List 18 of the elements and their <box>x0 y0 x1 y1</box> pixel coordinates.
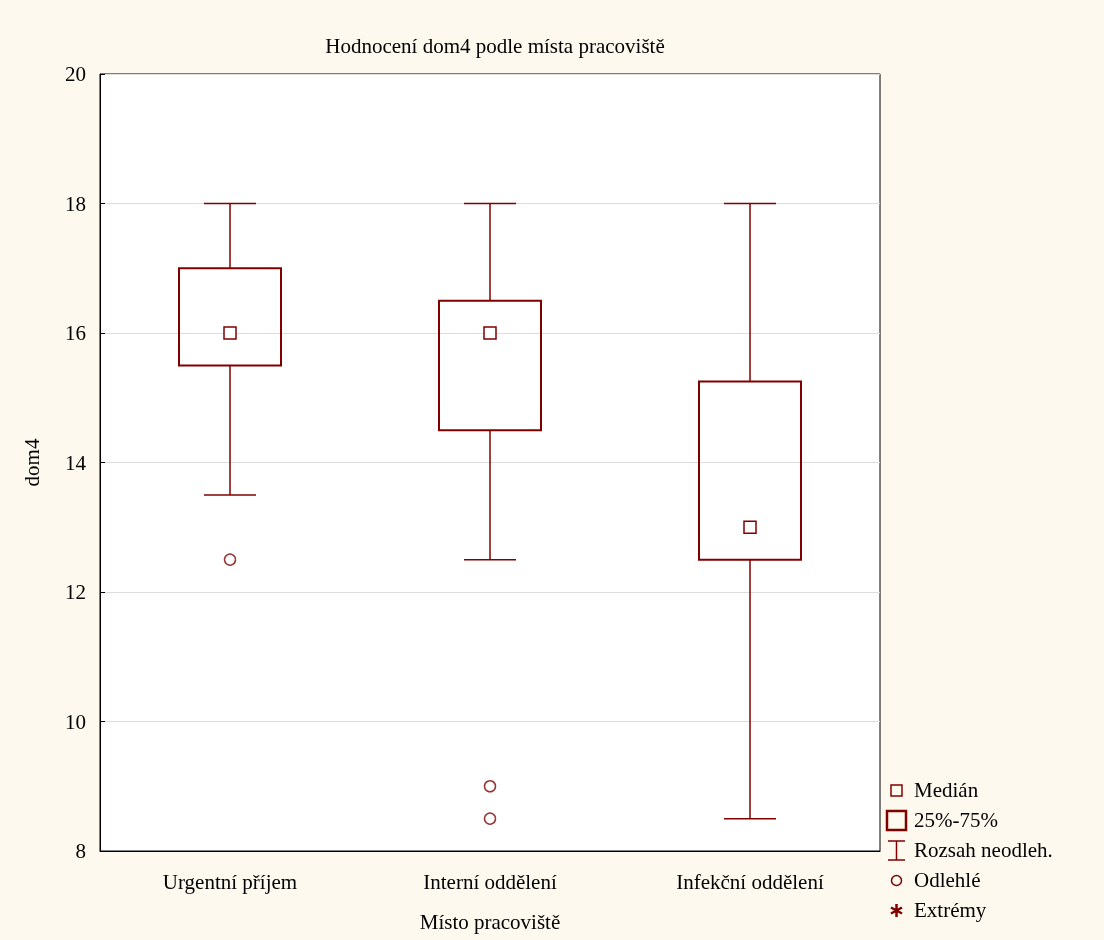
x-tick-label: Infekční oddělení <box>676 869 824 894</box>
y-tick-label: 10 <box>65 709 86 734</box>
y-tick-label: 12 <box>65 580 86 604</box>
y-tick-label: 16 <box>65 321 86 345</box>
y-axis-title: dom4 <box>19 438 44 487</box>
text: Odlehlé <box>914 867 981 893</box>
text: 25%-75% <box>914 807 998 833</box>
x-tick-label: Interní oddělení <box>423 869 557 894</box>
x-tick-label: Urgentní příjem <box>162 869 298 894</box>
text: Rozsah neodleh. <box>914 837 1053 863</box>
y-tick-label: 8 <box>75 839 86 863</box>
chart-title: Hodnocení dom4 podle místa pracoviště <box>325 33 665 58</box>
text: Medián <box>914 777 979 803</box>
y-tick-label: 14 <box>65 450 87 475</box>
x-axis-title: Místo pracoviště <box>419 909 561 934</box>
y-tick-label: 20 <box>65 62 86 86</box>
text: Extrémy <box>914 897 987 923</box>
y-tick-label: 18 <box>65 191 86 216</box>
